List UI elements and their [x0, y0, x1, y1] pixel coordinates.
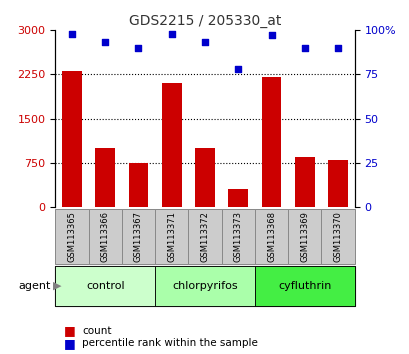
Bar	[195, 148, 214, 207]
Text: GSM113366: GSM113366	[101, 211, 110, 262]
Bar	[254, 209, 288, 264]
Text: chlorpyrifos: chlorpyrifos	[172, 281, 237, 291]
Text: count: count	[82, 326, 111, 336]
Point	[334, 45, 340, 51]
Bar	[162, 83, 181, 207]
Bar	[254, 266, 354, 306]
Bar	[327, 160, 347, 207]
Title: GDS2215 / 205330_at: GDS2215 / 205330_at	[128, 14, 281, 28]
Bar	[55, 266, 155, 306]
Text: GSM113372: GSM113372	[200, 211, 209, 262]
Text: cyfluthrin: cyfluthrin	[277, 281, 330, 291]
Text: ■: ■	[63, 337, 75, 350]
Text: percentile rank within the sample: percentile rank within the sample	[82, 338, 257, 348]
Bar	[221, 209, 254, 264]
Text: GSM113367: GSM113367	[134, 211, 143, 262]
Bar	[55, 209, 88, 264]
Point	[201, 40, 208, 45]
Point	[301, 45, 307, 51]
Bar	[294, 157, 314, 207]
Text: agent: agent	[19, 281, 51, 291]
Bar	[121, 209, 155, 264]
Point	[168, 31, 175, 36]
Bar	[228, 189, 247, 207]
Bar	[188, 209, 221, 264]
Point	[135, 45, 142, 51]
Point	[102, 40, 108, 45]
Bar	[155, 266, 254, 306]
Bar	[95, 148, 115, 207]
Text: GSM113371: GSM113371	[167, 211, 176, 262]
Bar	[261, 77, 281, 207]
Bar	[88, 209, 121, 264]
Point	[267, 33, 274, 38]
Point	[69, 31, 75, 36]
Text: GSM113369: GSM113369	[299, 211, 308, 262]
Bar	[155, 209, 188, 264]
Text: ■: ■	[63, 325, 75, 337]
Point	[234, 66, 241, 72]
Bar	[62, 72, 82, 207]
Bar	[288, 209, 321, 264]
Text: GSM113370: GSM113370	[333, 211, 342, 262]
Bar	[321, 209, 354, 264]
Text: ▶: ▶	[53, 281, 62, 291]
Text: GSM113373: GSM113373	[233, 211, 242, 262]
Text: control: control	[86, 281, 124, 291]
Text: GSM113368: GSM113368	[266, 211, 275, 262]
Bar	[128, 163, 148, 207]
Text: GSM113365: GSM113365	[67, 211, 76, 262]
